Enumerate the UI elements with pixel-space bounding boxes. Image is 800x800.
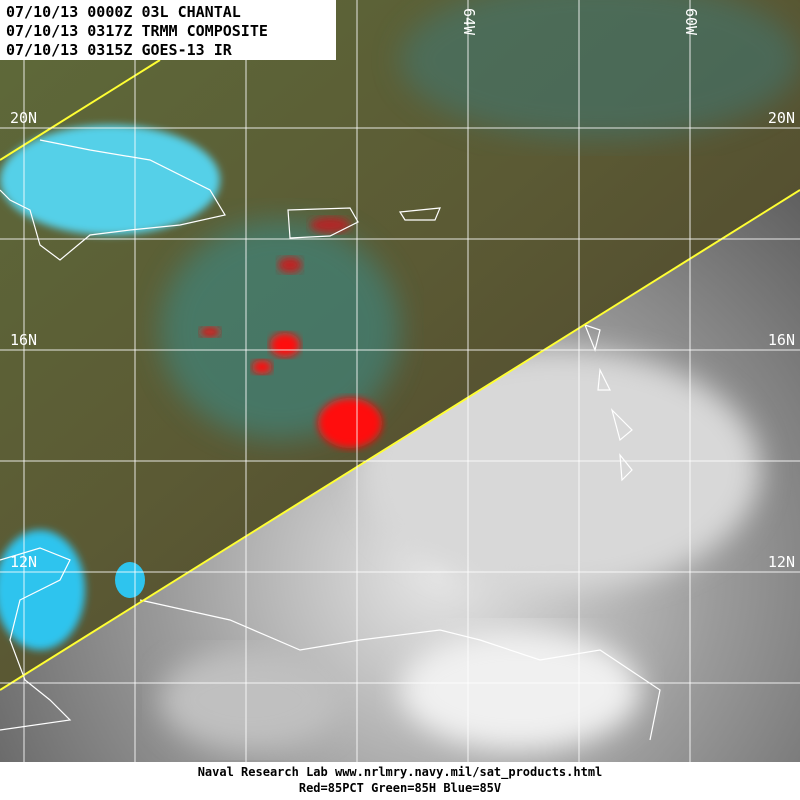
- lon-label: 64W: [460, 8, 478, 36]
- footer-box: [0, 762, 800, 800]
- coastline: [0, 139, 226, 261]
- lon-label: 60W: [682, 8, 700, 36]
- footer-line: Naval Research Lab www.nrlmry.navy.mil/s…: [198, 765, 603, 780]
- footer-line: Red=85PCT Green=85H Blue=85V: [299, 781, 501, 795]
- moisture: [400, 0, 800, 140]
- convection: [252, 360, 272, 374]
- coastline: [583, 324, 633, 482]
- header-box: [0, 0, 336, 60]
- lat-lon-labels: 20N 16N 12N 20N 16N 12N 64W 60W: [10, 8, 795, 571]
- coastline: [398, 207, 441, 221]
- swath-edges: [0, 59, 800, 691]
- lat-label: 16N: [768, 331, 795, 349]
- graticule: [0, 0, 800, 762]
- swath-edge: [0, 59, 161, 161]
- lat-label: 16N: [10, 331, 37, 349]
- header-line: 07/10/13 0000Z 03L CHANTAL: [6, 3, 241, 21]
- coastline: [287, 207, 359, 239]
- lat-label: 12N: [768, 553, 795, 571]
- moisture: [160, 220, 400, 440]
- footer: Naval Research Lab www.nrlmry.navy.mil/s…: [198, 765, 603, 795]
- land-cyan: [0, 125, 220, 235]
- cloud: [400, 630, 640, 750]
- imagery: [0, 0, 800, 762]
- convection: [310, 217, 350, 233]
- lat-label: 20N: [768, 109, 795, 127]
- convection: [318, 398, 382, 448]
- convection: [200, 327, 220, 337]
- convection: [270, 333, 300, 357]
- cloud: [160, 650, 340, 750]
- swath-edge: [0, 189, 800, 691]
- coastline: [0, 547, 661, 741]
- land-cyan: [115, 562, 145, 598]
- header-line: 07/10/13 0315Z GOES-13 IR: [6, 41, 233, 59]
- header-line: 07/10/13 0317Z TRMM COMPOSITE: [6, 22, 268, 40]
- cloud: [360, 350, 760, 590]
- land-cyan: [0, 530, 85, 650]
- convection: [278, 257, 302, 273]
- lat-label: 20N: [10, 109, 37, 127]
- coastlines: [0, 139, 661, 741]
- header: 07/10/13 0000Z 03L CHANTAL 07/10/13 0317…: [6, 3, 268, 59]
- lat-label: 12N: [10, 553, 37, 571]
